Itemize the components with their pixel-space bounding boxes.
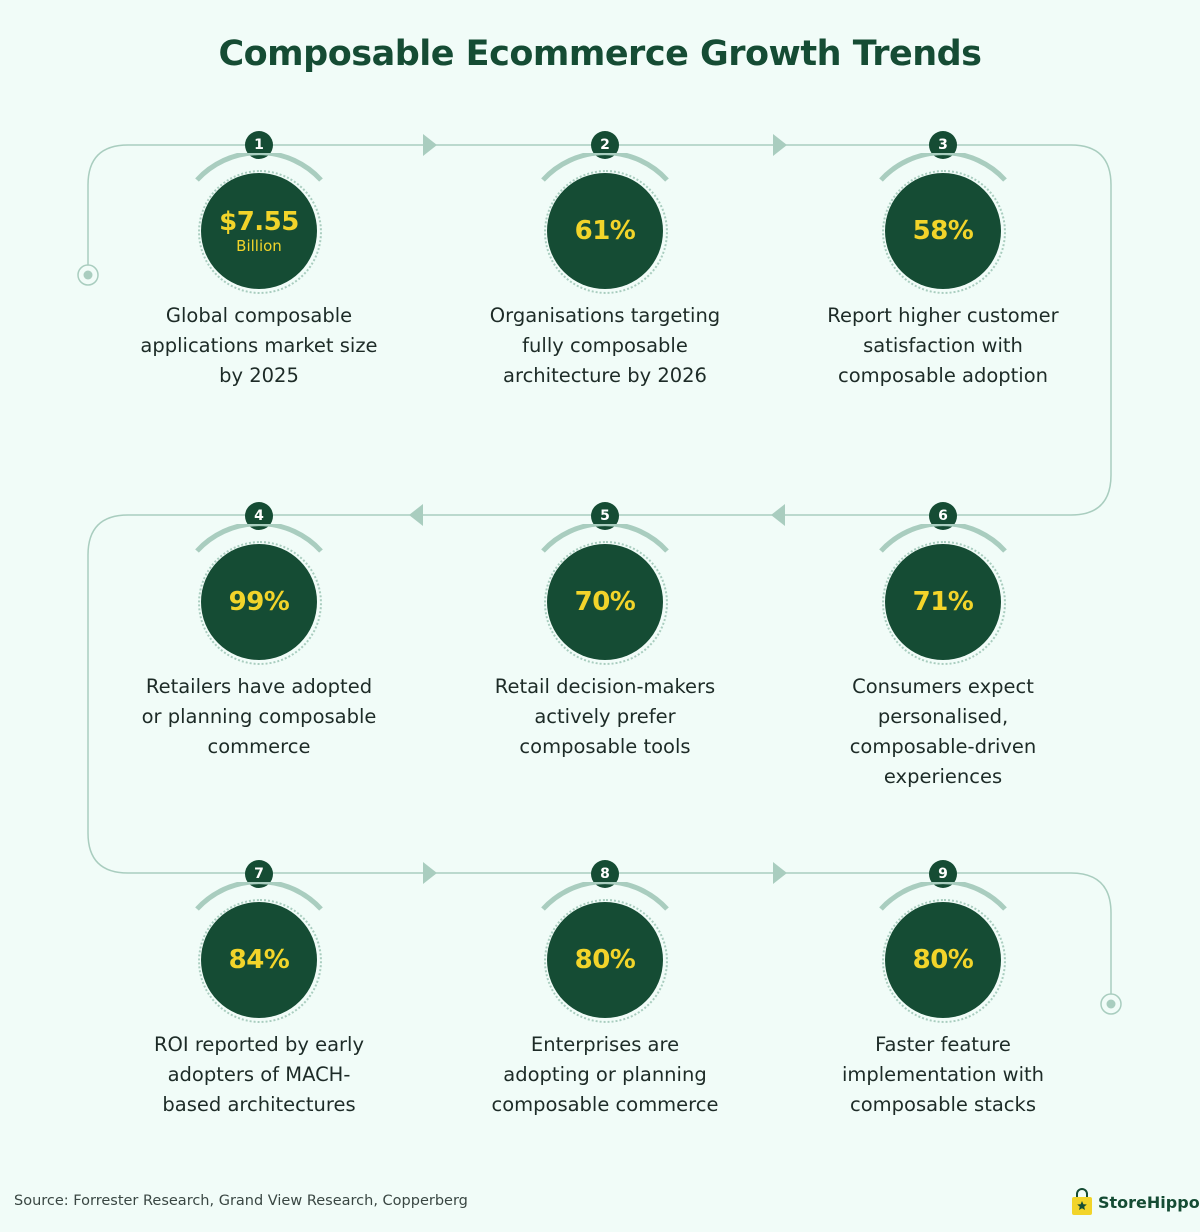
circle-ring [198,170,322,294]
brand-logo: StoreHippo [1071,1188,1200,1216]
circle-ring [544,541,668,665]
stat-value: 70% [574,587,636,617]
circle-ring [882,170,1006,294]
shopping-bag-icon [1072,1188,1092,1215]
stat-description: Report higher customer satisfaction with… [827,304,1059,387]
stat-description: Faster feature implementation with compo… [841,1033,1045,1116]
stat-card-7: 7 84% ROI reported by early adopters of … [109,860,409,1190]
stat-circle: 61% [547,173,663,289]
stat-card-5: 5 70% Retail decision-makers actively pr… [455,502,755,832]
arc-icon [541,882,669,911]
stat-description: ROI reported by early adopters of MACH-b… [153,1033,364,1116]
arrow-left-icon [409,504,423,526]
stat-value: 84% [228,945,290,975]
circle-ring [544,899,668,1023]
arrow-right-icon [773,862,787,884]
circle-ring [198,541,322,665]
stat-description: Retail decision-makers actively prefer c… [494,675,716,758]
arc-icon [541,153,669,182]
stat-card-2: 2 61% Organisations targeting fully comp… [455,131,755,461]
stat-value: 99% [228,587,290,617]
stat-circle: 84% [201,902,317,1018]
arc-icon [195,882,323,911]
stat-description: Global composable applications market si… [140,304,378,387]
circle-ring [882,541,1006,665]
stat-card-8: 8 80% Enterprises are adopting or planni… [455,860,755,1190]
stat-value: 80% [574,945,636,975]
stat-description: Consumers expect personalised, composabl… [849,675,1037,788]
stat-card-3: 3 58% Report higher customer satisfactio… [793,131,1093,461]
stat-value: 80% [912,945,974,975]
arc-icon [879,153,1007,182]
stat-card-6: 6 71% Consumers expect personalised, com… [793,502,1093,832]
stat-value: $7.55 [219,207,299,237]
arrow-left-icon [771,504,785,526]
stat-value: 58% [912,216,974,246]
stat-circle: 80% [547,902,663,1018]
arc-icon [541,524,669,553]
end-dot-icon [1100,993,1122,1015]
stat-value: 61% [574,216,636,246]
page-title: Composable Ecommerce Growth Trends [218,34,982,74]
stat-circle: 71% [885,544,1001,660]
stat-circle: 99% [201,544,317,660]
start-dot-icon [77,264,99,286]
stat-circle: $7.55 Billion [201,173,317,289]
circle-ring [544,170,668,294]
brand-name: StoreHippo [1098,1192,1200,1212]
arc-icon [879,882,1007,911]
arrow-right-icon [423,134,437,156]
circle-ring [882,899,1006,1023]
stat-description: Organisations targeting fully composable… [489,304,721,387]
stat-card-4: 4 99% Retailers have adopted or planning… [109,502,409,832]
stat-circle: 70% [547,544,663,660]
stat-description: Enterprises are adopting or planning com… [491,1033,719,1116]
circle-ring [198,899,322,1023]
stat-description: Retailers have adopted or planning compo… [141,675,377,758]
stat-card-9: 9 80% Faster feature implementation with… [793,860,1093,1190]
arc-icon [879,524,1007,553]
stat-value-unit: Billion [236,237,282,255]
stat-card-1: 1 $7.55 Billion Global composable applic… [109,131,409,461]
arrow-right-icon [773,134,787,156]
stat-circle: 58% [885,173,1001,289]
stat-value: 71% [912,587,974,617]
source-note: Source: Forrester Research, Grand View R… [14,1193,468,1209]
arrow-right-icon [423,862,437,884]
arc-icon [195,153,323,182]
stat-circle: 80% [885,902,1001,1018]
arc-icon [195,524,323,553]
